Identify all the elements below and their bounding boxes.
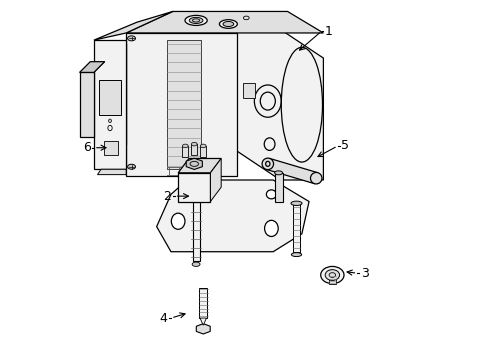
Ellipse shape	[191, 142, 197, 146]
Ellipse shape	[192, 262, 200, 266]
Ellipse shape	[274, 171, 282, 175]
Polygon shape	[191, 144, 197, 155]
Ellipse shape	[127, 36, 135, 41]
Polygon shape	[328, 275, 335, 284]
Polygon shape	[94, 40, 126, 169]
Ellipse shape	[310, 172, 321, 184]
Polygon shape	[182, 146, 188, 157]
Polygon shape	[104, 140, 118, 155]
Text: 5: 5	[340, 139, 348, 152]
Polygon shape	[210, 158, 221, 202]
Polygon shape	[292, 203, 300, 252]
Ellipse shape	[189, 17, 203, 23]
Polygon shape	[80, 72, 94, 137]
Polygon shape	[192, 202, 199, 261]
Polygon shape	[242, 83, 255, 98]
Polygon shape	[99, 80, 121, 116]
Polygon shape	[265, 158, 317, 184]
Polygon shape	[200, 318, 206, 325]
Text: 4: 4	[160, 311, 167, 325]
Polygon shape	[199, 288, 207, 318]
Polygon shape	[97, 169, 126, 175]
Ellipse shape	[200, 144, 206, 148]
Ellipse shape	[266, 190, 276, 199]
Ellipse shape	[171, 213, 184, 229]
Ellipse shape	[325, 270, 339, 280]
Polygon shape	[94, 12, 172, 40]
Ellipse shape	[219, 20, 237, 28]
Ellipse shape	[108, 119, 111, 123]
Ellipse shape	[184, 15, 207, 26]
Text: 1: 1	[324, 25, 332, 38]
Ellipse shape	[127, 164, 135, 169]
Text: 3: 3	[360, 267, 368, 280]
Ellipse shape	[182, 144, 188, 148]
Polygon shape	[237, 30, 323, 180]
Ellipse shape	[291, 253, 301, 257]
Polygon shape	[126, 12, 323, 33]
Polygon shape	[274, 173, 282, 202]
Polygon shape	[156, 180, 308, 252]
Polygon shape	[186, 158, 202, 170]
Text: 6: 6	[82, 141, 90, 154]
Ellipse shape	[320, 266, 344, 284]
Ellipse shape	[262, 158, 273, 170]
Ellipse shape	[264, 220, 278, 237]
Polygon shape	[196, 324, 210, 334]
Text: 2: 2	[163, 190, 171, 203]
Polygon shape	[178, 173, 210, 202]
Polygon shape	[167, 40, 201, 169]
Polygon shape	[126, 33, 237, 176]
Ellipse shape	[223, 22, 233, 27]
Polygon shape	[80, 62, 104, 72]
Ellipse shape	[281, 47, 322, 162]
Polygon shape	[200, 146, 206, 157]
Polygon shape	[178, 158, 221, 173]
Ellipse shape	[290, 201, 302, 206]
